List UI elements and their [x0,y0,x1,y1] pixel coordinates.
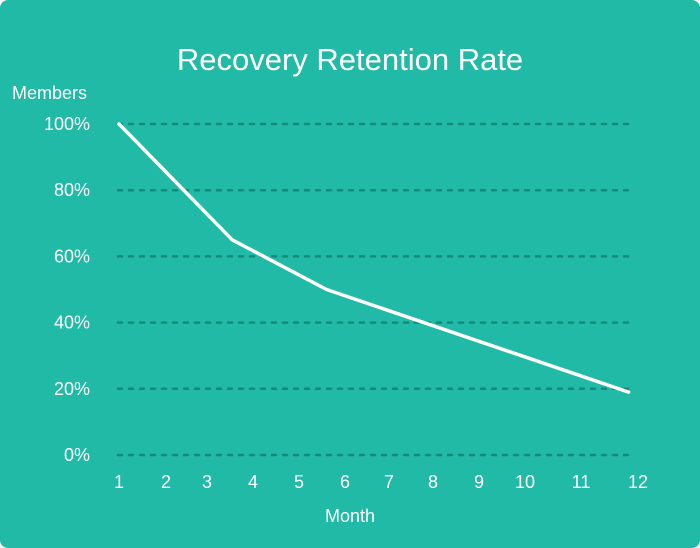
x-tick-label: 5 [294,472,304,492]
series-layer [117,122,631,394]
x-tick-label: 8 [428,472,438,492]
x-tick-label: 6 [340,472,350,492]
y-axis-label: Members [12,83,88,103]
y-tick-label: 0% [64,445,90,465]
x-tick-label: 3 [202,472,212,492]
y-tick-label: 100% [44,114,90,134]
x-tick-label: 1 [114,472,124,492]
x-tick-label: 4 [248,472,258,492]
x-tick-label: 7 [384,472,394,492]
y-tick-label: 20% [54,379,90,399]
chart-title: Recovery Retention Rate [176,42,524,77]
x-tick-label: 2 [161,472,171,492]
x-axis-label-text: Month [324,506,376,526]
x-tick-label: 9 [474,472,484,492]
y-tick-label: 40% [54,313,90,333]
x-axis-label: Month [0,505,700,527]
x-tick-label: 11 [572,472,591,492]
y-tick-label: 80% [54,180,90,200]
y-tick-label: 60% [54,246,90,266]
gridlines [116,122,636,457]
x-tick-label: 12 [628,472,648,492]
x-tick-label: 10 [515,472,535,492]
series-line-0 [117,122,631,394]
y-tick-labels: 0% 20% 40% 60% 80% 100% [44,114,90,465]
x-tick-labels: 1 2 3 4 5 6 7 8 9 10 11 12 [114,472,648,492]
